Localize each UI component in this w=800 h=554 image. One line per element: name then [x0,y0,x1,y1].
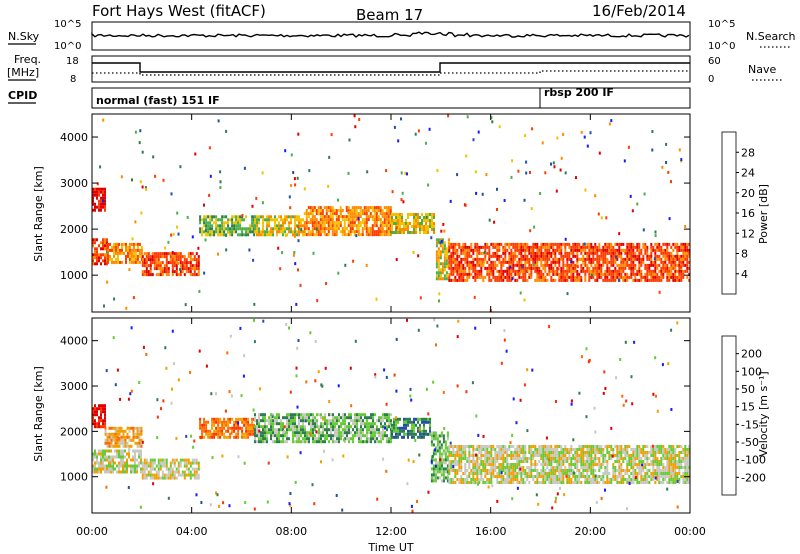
data-band [435,238,450,281]
data-band [448,445,691,484]
colorbar-tick-label: 28 [741,146,755,159]
freq-right-tick-bottom: 0 [708,74,714,85]
cpid-label: CPID [8,89,37,102]
nsky-left-tick-bottom: 10^0 [54,41,81,52]
freq-panel: Freq. [MHz] 18 8 60 0 Nave [7,53,782,85]
data-band [141,458,200,480]
nsky-trace [91,31,690,38]
data-band [303,206,392,237]
colorbar-tick-label: 50 [741,383,755,396]
cpid-frame [91,87,691,109]
x-tick-label: 16:00 [475,525,507,538]
station-title: Fort Hays West (fitACF) [92,2,266,20]
velocity-colorbar: 200 100 50 15 -15 -50 -100 -200 [721,335,766,496]
x-tick-label: 20:00 [574,525,606,538]
data-band [391,213,435,234]
data-band [92,238,108,266]
cpid-mode-1: normal (fast) 151 IF [96,94,220,107]
colorbar-frame [721,131,737,295]
nave-trace [92,70,690,76]
colorbar-tick-label: 200 [741,348,762,361]
freq-right-tick-top: 60 [708,56,721,67]
nsky-right-tick-top: 10^5 [708,19,735,30]
y-tick-label: 1000 [60,269,88,282]
colorbar-tick-label: -100 [741,454,766,467]
y-tick-label: 3000 [60,380,88,393]
cpid-mode-2: rbsp 200 IF [544,86,614,99]
data-band [107,242,143,264]
colorbar-frame [721,335,737,496]
y-tick-label: 4000 [60,335,88,348]
x-tick-label: 12:00 [375,525,407,538]
data-band [92,449,142,474]
colorbar-tick-label: 24 [741,167,755,180]
colorbar-tick-label: -50 [741,436,759,449]
data-band [254,215,304,237]
y-tick-label: 2000 [60,425,88,438]
nsky-panel: N.Sky 10^5 10^0 10^5 10^0 N.Search [8,19,796,52]
y-tick-label: 4000 [60,131,88,144]
cpid-panel: CPID normal (fast) 151 IF rbsp 200 IF [8,86,691,109]
power-colorbar: 4 8 12 16 20 24 28 [721,131,755,295]
data-band [141,252,200,277]
y-tick-label: 3000 [60,177,88,190]
data-band [92,404,106,429]
colorbar-tick-label: -200 [741,471,766,484]
y-tick-label: 2000 [60,223,88,236]
date-title: 16/Feb/2014 [592,2,686,20]
data-band [448,242,691,282]
colorbar-tick-label: 4 [741,268,748,281]
data-band [391,417,431,439]
freq-label-line2: [MHz] [7,66,39,79]
colorbar-tick-label: 8 [741,248,748,261]
power-heatmap: 1000 2000 3000 4000 [60,113,691,313]
colorbar-tick-label: -15 [741,418,759,431]
freq-left-tick-top: 18 [66,56,79,67]
data-band [430,431,449,483]
velocity-heatmap: 1000 2000 3000 4000 00:00 04:00 08:00 12:00 16:0… [60,317,706,538]
x-tick-label: 08:00 [275,525,307,538]
data-band [199,215,256,237]
x-axis-label: Time UT [367,541,413,554]
colorbar-tick-label: 100 [741,365,762,378]
data-band [92,187,106,212]
freq-trace [92,62,690,73]
velocity-colorbar-label: Velocity [m s⁻¹] [757,371,770,456]
nsearch-label: N.Search [746,30,796,43]
scatter-noise [105,318,679,513]
nsky-left-tick-top: 10^5 [54,19,81,30]
nsky-label: N.Sky [8,30,40,43]
x-tick-label: 00:00 [76,525,108,538]
freq-frame [91,55,691,83]
nave-label: Nave [748,63,776,76]
x-tick-label: 04:00 [176,525,208,538]
nsky-frame [91,21,691,51]
colorbar-tick-label: 12 [741,227,755,240]
nsky-right-tick-bottom: 10^0 [708,41,735,52]
power-ylabel: Slant Range [km] [32,166,45,262]
scatter-noise [96,114,687,312]
power-colorbar-label: Power [dB] [757,184,770,244]
freq-left-tick-bottom: 8 [70,74,76,85]
x-tick-label: 00:00 [674,525,706,538]
colorbar-tick-label: 20 [741,187,755,200]
y-tick-label: 1000 [60,471,88,484]
data-band [104,426,143,448]
velocity-ylabel: Slant Range [km] [32,366,45,462]
colorbar-tick-label: 16 [741,207,755,220]
beam-title: Beam 17 [356,6,423,24]
freq-label-line1: Freq. [14,53,41,66]
data-band [199,417,256,439]
colorbar-tick-label: 15 [741,401,755,414]
